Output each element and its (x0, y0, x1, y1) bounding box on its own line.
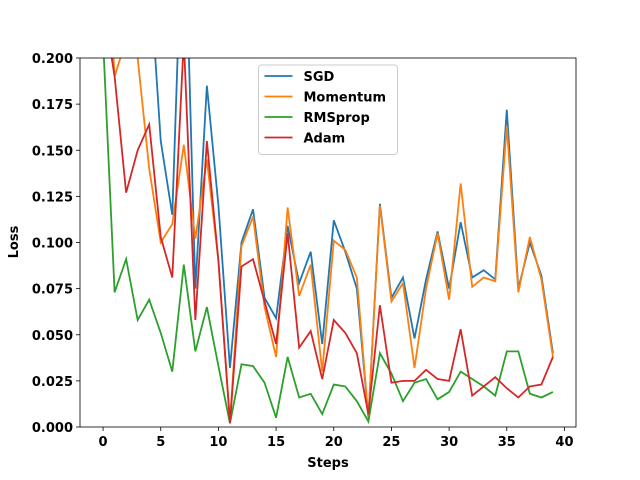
y-tick-label: 0.050 (32, 329, 73, 344)
y-tick-label: 0.150 (32, 144, 73, 159)
y-tick-label: 0.075 (32, 283, 73, 298)
x-tick-label: 35 (498, 435, 516, 450)
x-tick-label: 20 (325, 435, 343, 450)
legend-label: RMSprop (304, 111, 370, 126)
y-tick-label: 0.025 (32, 375, 73, 390)
legend-label: Adam (304, 132, 346, 147)
y-tick-label: 0.125 (32, 190, 73, 205)
x-tick-label: 15 (267, 435, 285, 450)
y-tick-label: 0.200 (32, 52, 73, 67)
line-series (154, 58, 554, 418)
legend-box (258, 64, 398, 155)
x-tick-label: 25 (382, 435, 400, 450)
legend-label: Momentum (304, 91, 387, 106)
y-tick-label: 0.000 (32, 421, 73, 436)
plot-area (103, 58, 554, 425)
legend-label: SGD (304, 70, 335, 85)
x-axis-label: Steps (307, 456, 349, 471)
plot-frame (79, 57, 577, 428)
x-tick-label: 30 (440, 435, 458, 450)
line-series (103, 58, 554, 425)
x-tick-label: 0 (99, 435, 108, 450)
x-tick-label: 40 (555, 435, 573, 450)
y-tick-label: 0.100 (32, 237, 73, 252)
line-series (110, 58, 554, 424)
y-axis-label: Loss (7, 225, 22, 258)
x-tick-label: 5 (156, 435, 165, 450)
x-tick-label: 10 (209, 435, 227, 450)
y-tick-label: 0.175 (32, 98, 73, 113)
line-series (112, 58, 554, 422)
